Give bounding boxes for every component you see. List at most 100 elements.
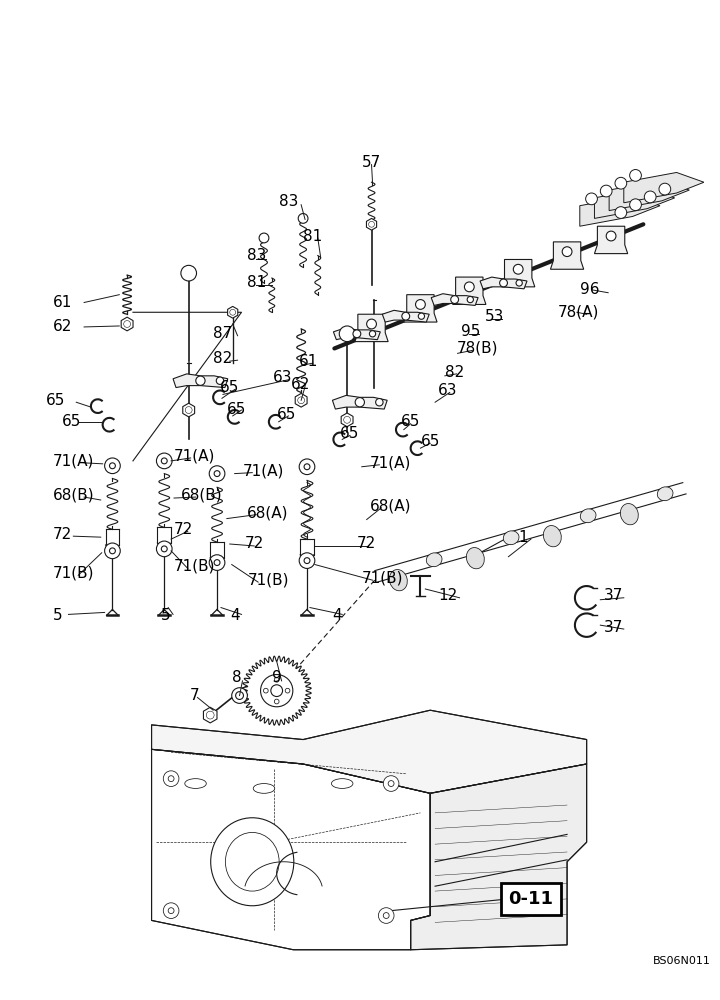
Polygon shape [366, 218, 377, 230]
Circle shape [383, 913, 389, 918]
Text: 63: 63 [273, 370, 292, 385]
Circle shape [207, 711, 214, 719]
Circle shape [606, 231, 616, 241]
Text: 78(A): 78(A) [557, 305, 599, 320]
Polygon shape [333, 328, 380, 340]
Circle shape [402, 312, 410, 320]
Ellipse shape [426, 553, 442, 567]
Text: 65: 65 [227, 402, 246, 417]
Ellipse shape [580, 509, 596, 523]
Text: 71(A): 71(A) [174, 449, 215, 464]
Text: 63: 63 [438, 383, 457, 398]
Text: 65: 65 [420, 434, 440, 449]
Circle shape [161, 458, 167, 464]
Polygon shape [502, 259, 535, 287]
Ellipse shape [211, 818, 294, 906]
Circle shape [232, 688, 248, 703]
Text: 8: 8 [232, 670, 241, 685]
Circle shape [124, 321, 130, 327]
Circle shape [185, 407, 192, 413]
Text: 72: 72 [53, 527, 72, 542]
Circle shape [104, 458, 120, 474]
Circle shape [467, 296, 474, 303]
Polygon shape [173, 374, 228, 388]
Text: 62: 62 [292, 377, 311, 392]
Ellipse shape [657, 487, 673, 501]
Circle shape [214, 471, 220, 477]
Circle shape [366, 319, 377, 329]
Circle shape [163, 903, 179, 918]
Polygon shape [183, 403, 194, 417]
Circle shape [274, 699, 279, 704]
Text: 68(A): 68(A) [369, 498, 411, 513]
Circle shape [376, 399, 383, 406]
Polygon shape [341, 413, 353, 427]
Circle shape [214, 560, 220, 566]
Circle shape [659, 183, 671, 195]
Text: 68(B): 68(B) [181, 488, 222, 503]
Text: 81: 81 [248, 275, 266, 290]
Ellipse shape [503, 531, 519, 545]
Circle shape [343, 416, 351, 423]
Circle shape [156, 541, 172, 557]
Text: 65: 65 [220, 380, 239, 395]
Text: 68(B): 68(B) [53, 488, 94, 503]
Polygon shape [151, 749, 431, 950]
Text: 71(A): 71(A) [243, 463, 284, 478]
Ellipse shape [467, 548, 485, 569]
Text: 65: 65 [62, 414, 81, 429]
Circle shape [355, 398, 364, 407]
Circle shape [379, 908, 394, 923]
Text: 71(A): 71(A) [53, 453, 94, 468]
Ellipse shape [621, 504, 639, 525]
Circle shape [600, 185, 612, 197]
Text: 0-11: 0-11 [508, 890, 554, 908]
Circle shape [271, 685, 282, 697]
Text: 71(B): 71(B) [248, 573, 289, 588]
Circle shape [104, 543, 120, 559]
Text: 83: 83 [248, 248, 266, 263]
Polygon shape [228, 306, 238, 318]
Text: 57: 57 [361, 155, 381, 170]
Polygon shape [624, 172, 704, 203]
Text: 4: 4 [333, 608, 342, 623]
Text: 1: 1 [518, 530, 528, 545]
Polygon shape [121, 317, 133, 331]
Polygon shape [410, 764, 587, 950]
Circle shape [500, 279, 508, 287]
Text: 5: 5 [161, 608, 171, 623]
Polygon shape [609, 180, 689, 211]
Ellipse shape [390, 570, 408, 591]
Circle shape [264, 688, 268, 693]
Polygon shape [480, 277, 527, 289]
Circle shape [388, 781, 394, 786]
Text: 71(B): 71(B) [361, 571, 403, 586]
Circle shape [109, 463, 115, 469]
Circle shape [163, 771, 179, 786]
Circle shape [109, 548, 115, 554]
Text: 65: 65 [276, 407, 296, 422]
Circle shape [230, 309, 235, 315]
Circle shape [339, 326, 355, 342]
Circle shape [369, 221, 374, 227]
Polygon shape [355, 314, 388, 342]
Text: 81: 81 [303, 229, 323, 244]
Circle shape [513, 264, 523, 274]
Text: 72: 72 [357, 536, 376, 551]
Text: 65: 65 [341, 426, 359, 441]
Text: 5: 5 [53, 608, 63, 623]
Text: 72: 72 [174, 522, 193, 537]
Text: 7: 7 [189, 688, 199, 703]
Text: 61: 61 [300, 354, 318, 369]
Circle shape [383, 776, 399, 791]
Circle shape [196, 376, 205, 385]
Text: 53: 53 [485, 309, 504, 324]
Polygon shape [453, 277, 486, 304]
Text: 95: 95 [462, 324, 481, 339]
Circle shape [168, 908, 174, 914]
Circle shape [298, 214, 308, 223]
Circle shape [181, 265, 197, 281]
Circle shape [562, 247, 572, 257]
Polygon shape [382, 310, 429, 322]
Text: 12: 12 [438, 588, 457, 603]
